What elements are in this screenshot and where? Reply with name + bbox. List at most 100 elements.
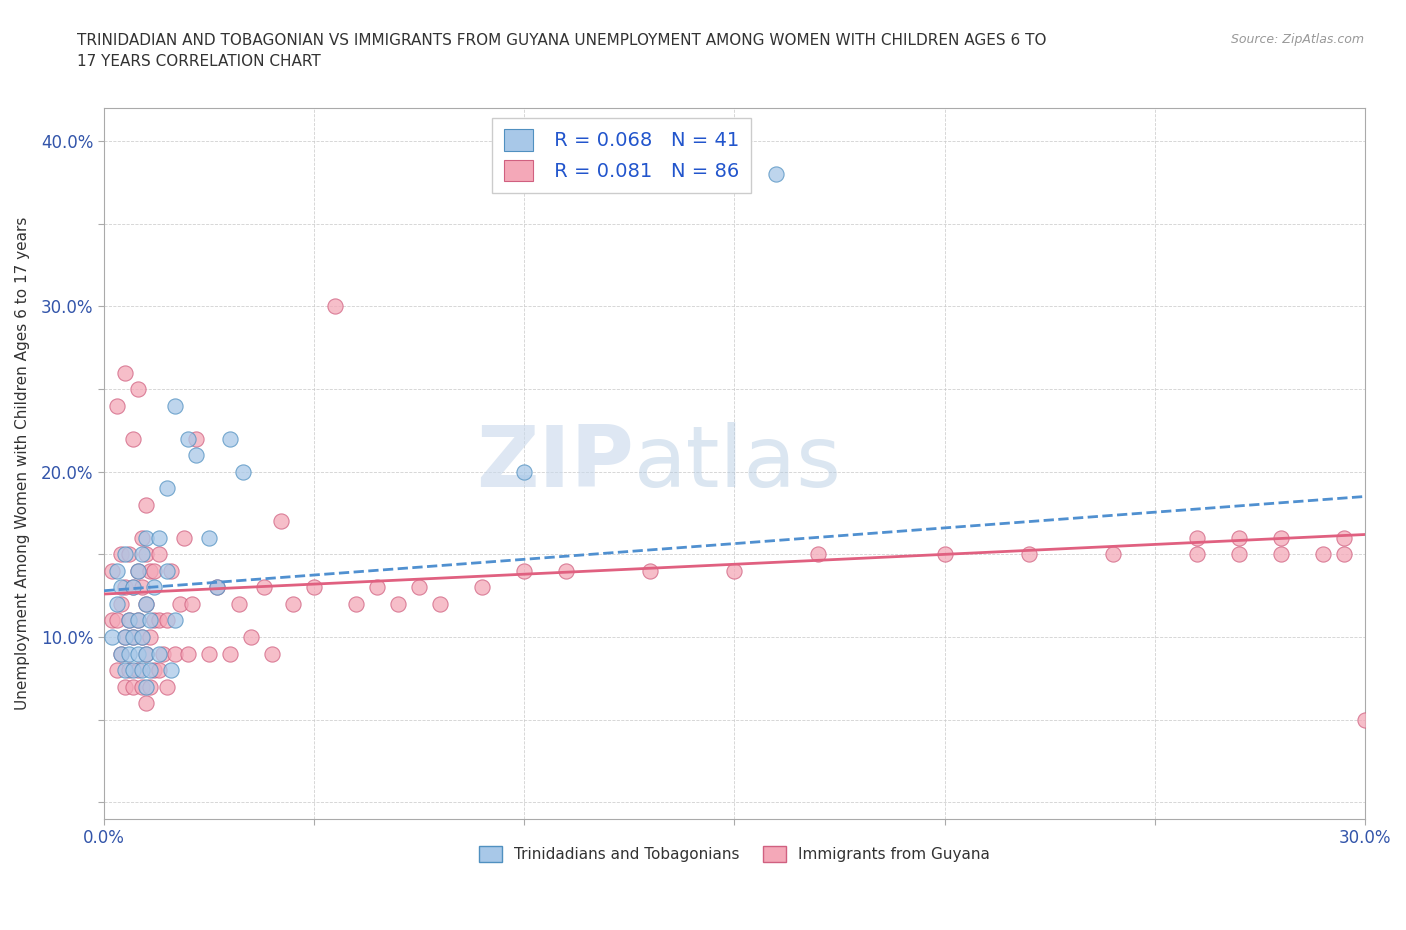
Point	[270, 514, 292, 529]
Point	[139, 630, 162, 644]
Point	[135, 596, 157, 611]
Point	[110, 596, 132, 611]
Point	[105, 564, 128, 578]
Point	[640, 564, 662, 578]
Point	[177, 432, 200, 446]
Point	[302, 580, 325, 595]
Point	[118, 547, 141, 562]
Point	[122, 580, 145, 595]
Point	[228, 596, 250, 611]
Point	[219, 432, 242, 446]
Point	[131, 630, 153, 644]
Point	[934, 547, 956, 562]
Point	[110, 646, 132, 661]
Point	[471, 580, 494, 595]
Point	[122, 630, 145, 644]
Point	[139, 613, 162, 628]
Point	[139, 679, 162, 694]
Point	[118, 663, 141, 678]
Point	[169, 596, 191, 611]
Point	[131, 630, 153, 644]
Point	[429, 596, 451, 611]
Point	[555, 564, 578, 578]
Point	[173, 530, 195, 545]
Point	[122, 663, 145, 678]
Point	[114, 630, 136, 644]
Point	[198, 530, 221, 545]
Text: TRINIDADIAN AND TOBAGONIAN VS IMMIGRANTS FROM GUYANA UNEMPLOYMENT AMONG WOMEN WI: TRINIDADIAN AND TOBAGONIAN VS IMMIGRANTS…	[77, 33, 1047, 69]
Point	[1312, 547, 1334, 562]
Point	[139, 564, 162, 578]
Point	[148, 663, 170, 678]
Point	[148, 646, 170, 661]
Point	[207, 580, 229, 595]
Point	[110, 547, 132, 562]
Y-axis label: Unemployment Among Women with Children Ages 6 to 17 years: Unemployment Among Women with Children A…	[15, 217, 30, 711]
Point	[1185, 530, 1208, 545]
Point	[156, 481, 179, 496]
Point	[135, 547, 157, 562]
Point	[156, 613, 179, 628]
Point	[148, 547, 170, 562]
Point	[165, 613, 187, 628]
Point	[131, 580, 153, 595]
Point	[101, 564, 124, 578]
Point	[232, 464, 254, 479]
Point	[148, 530, 170, 545]
Point	[122, 580, 145, 595]
Point	[323, 299, 346, 313]
Point	[1227, 547, 1250, 562]
Point	[105, 596, 128, 611]
Point	[135, 596, 157, 611]
Point	[131, 530, 153, 545]
Text: atlas: atlas	[634, 422, 842, 505]
Point	[135, 646, 157, 661]
Point	[1354, 712, 1376, 727]
Point	[143, 564, 166, 578]
Text: Source: ZipAtlas.com: Source: ZipAtlas.com	[1230, 33, 1364, 46]
Point	[165, 398, 187, 413]
Point	[253, 580, 276, 595]
Point	[513, 464, 536, 479]
Point	[110, 580, 132, 595]
Point	[122, 630, 145, 644]
Point	[114, 630, 136, 644]
Point	[160, 663, 183, 678]
Point	[105, 613, 128, 628]
Point	[131, 679, 153, 694]
Point	[1101, 547, 1123, 562]
Point	[186, 432, 208, 446]
Point	[513, 564, 536, 578]
Point	[1333, 530, 1355, 545]
Point	[181, 596, 204, 611]
Point	[122, 679, 145, 694]
Point	[148, 613, 170, 628]
Point	[143, 580, 166, 595]
Point	[118, 613, 141, 628]
Point	[723, 564, 745, 578]
Point	[127, 663, 149, 678]
Point	[344, 596, 367, 611]
Point	[143, 663, 166, 678]
Point	[219, 646, 242, 661]
Point	[139, 663, 162, 678]
Point	[127, 613, 149, 628]
Point	[127, 646, 149, 661]
Point	[1185, 547, 1208, 562]
Point	[160, 564, 183, 578]
Point	[122, 432, 145, 446]
Legend: Trinidadians and Tobagonians, Immigrants from Guyana: Trinidadians and Tobagonians, Immigrants…	[472, 840, 995, 868]
Point	[240, 630, 263, 644]
Point	[114, 580, 136, 595]
Point	[118, 613, 141, 628]
Point	[765, 166, 787, 181]
Point	[262, 646, 284, 661]
Point	[105, 398, 128, 413]
Point	[177, 646, 200, 661]
Point	[156, 679, 179, 694]
Point	[1270, 530, 1292, 545]
Point	[114, 679, 136, 694]
Point	[101, 613, 124, 628]
Point	[127, 564, 149, 578]
Point	[156, 564, 179, 578]
